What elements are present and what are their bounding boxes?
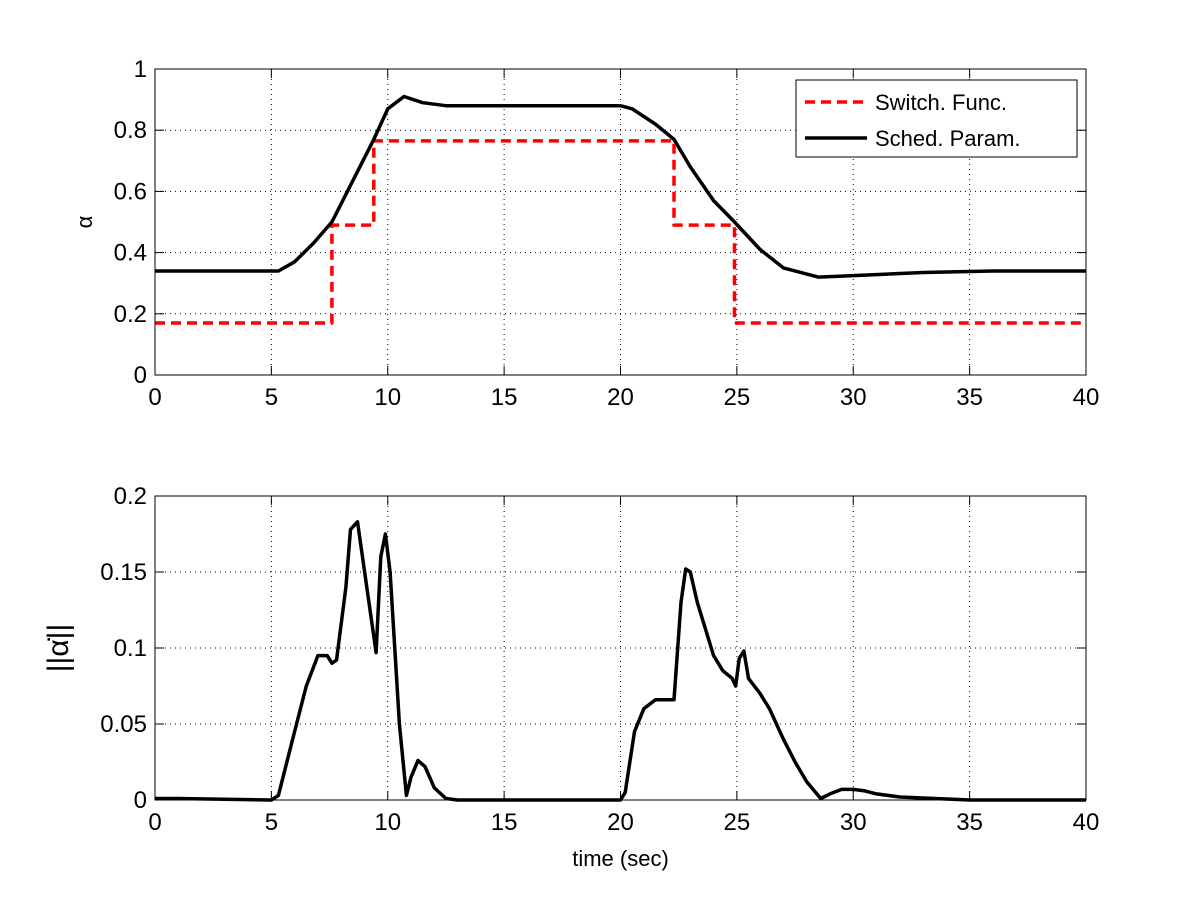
- legend-label-switch-func: Switch. Func.: [875, 90, 1007, 115]
- x-tick-label: 20: [607, 384, 634, 411]
- x-tick-label: 20: [607, 809, 634, 836]
- x-tick-label: 30: [840, 384, 867, 411]
- legend-box: [795, 79, 1078, 158]
- alpha-dot-ticks: 0 5 10 15 20 25 30 35 40 0 0.05 0.1 0.15 0.2: [100, 483, 1099, 836]
- x-tick-label: 0: [148, 809, 161, 836]
- x-tick-label: 15: [491, 384, 518, 411]
- y-tick-label: 0.4: [114, 240, 147, 267]
- y-tick-label: 0.05: [100, 711, 147, 738]
- sched-param-series-line: [155, 94, 1086, 279]
- y-tick-label: 0.2: [114, 483, 147, 510]
- x-tick-label: 35: [956, 384, 983, 411]
- alpha-subplot: 0 5 10 15 20 25 30 35 40 0 0.2 0.4 0.6 0.8 1 α Switch.…: [72, 56, 1099, 411]
- y-tick-label: 0.2: [114, 301, 147, 328]
- y-tick-label: 0: [134, 787, 147, 814]
- alpha-dot-norm-subplot: 0 5 10 15 20 25 30 35 40 0 0.05 0.1 0.15 0.2 ||α̇|| t…: [42, 483, 1099, 871]
- x-tick-label: 10: [374, 809, 401, 836]
- y-tick-label: 1: [134, 56, 147, 83]
- x-tick-label: 25: [724, 809, 751, 836]
- x-tick-label: 10: [374, 384, 401, 411]
- x-tick-label: 40: [1073, 384, 1100, 411]
- x-tick-label: 0: [148, 384, 161, 411]
- x-tick-label: 5: [265, 384, 278, 411]
- alpha-series-group: [155, 94, 1086, 325]
- x-tick-label: 30: [840, 809, 867, 836]
- y-tick-label: 0.15: [100, 559, 147, 586]
- alpha-dot-y-axis-label: ||α̇||: [42, 624, 75, 673]
- legend: Switch. Func. Sched. Param.: [795, 79, 1078, 158]
- y-tick-label: 0: [134, 362, 147, 389]
- x-tick-label: 35: [956, 809, 983, 836]
- alpha-ticks: 0 5 10 15 20 25 30 35 40 0 0.2 0.4 0.6 0.8 1: [114, 56, 1100, 411]
- alpha-dot-series-group: [155, 520, 1086, 802]
- x-tick-label: 40: [1073, 809, 1100, 836]
- legend-label-sched-param: Sched. Param.: [875, 126, 1021, 151]
- x-tick-label: 5: [265, 809, 278, 836]
- switch-func-series-line: [155, 139, 1086, 325]
- x-tick-label: 25: [724, 384, 751, 411]
- y-tick-label: 0.8: [114, 117, 147, 144]
- x-axis-label: time (sec): [572, 846, 669, 871]
- y-tick-label: 0.6: [114, 178, 147, 205]
- y-tick-label: 0.1: [114, 635, 147, 662]
- x-tick-label: 15: [491, 809, 518, 836]
- alpha-y-axis-label: α: [72, 215, 97, 228]
- alpha-dot-norm-series-line: [155, 520, 1086, 802]
